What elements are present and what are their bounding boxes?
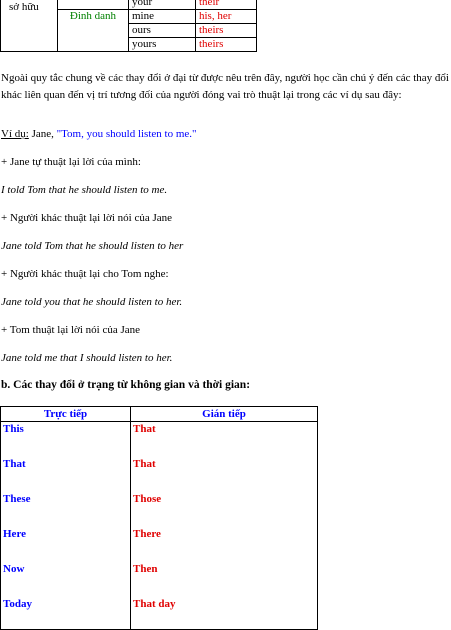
indirect-cell: his, her: [195, 9, 257, 24]
indirect-word: There: [133, 528, 161, 540]
indirect-column: That That Those There Then That day: [130, 421, 318, 630]
case-sentence: I told Tom that he should listen to me.: [1, 184, 168, 196]
example-speaker: Jane,: [28, 128, 57, 140]
case-title: + Tom thuật lại lời nói của Jane: [1, 324, 141, 336]
indirect-word: Those: [133, 493, 162, 505]
indirect-cell: their: [195, 0, 257, 10]
direct-cell: ours: [128, 23, 196, 38]
direct-word: Now: [3, 563, 25, 575]
indirect-word: That: [133, 423, 156, 435]
example-quote: "Tom, you should listen to me.": [56, 128, 197, 140]
indirect-word: That day: [133, 598, 176, 610]
pronoun-table: sở hữu your their Đinh danh mine his, he…: [0, 0, 257, 52]
group-label: Đinh danh: [57, 9, 129, 52]
indirect-cell: theirs: [195, 23, 257, 38]
case-sentence: Jane told me that I should listen to her…: [1, 352, 173, 364]
case-title: + Người khác thuật lại lời nói của Jane: [1, 212, 173, 224]
section-b-heading: b. Các thay đổi ở trạng từ không gian và…: [1, 379, 251, 391]
case-title: + Jane tự thuật lại lời của mình:: [1, 156, 141, 168]
direct-cell: your: [128, 0, 196, 10]
adverb-table: Trực tiếp Gián tiếp This That These Here…: [0, 406, 318, 630]
table-row: yours theirs: [1, 37, 257, 52]
table-row: sở hữu your their: [0, 0, 257, 52]
direct-cell: yours: [128, 37, 196, 52]
direct-word: Today: [3, 598, 32, 610]
direct-column: This That These Here Now Today: [0, 421, 131, 630]
case-sentence: Jane told Tom that he should listen to h…: [1, 240, 184, 252]
indirect-cell: theirs: [195, 37, 257, 52]
table-row: This That These Here Now Today That That…: [0, 421, 318, 630]
direct-word: That: [3, 458, 26, 470]
table-row: ours theirs: [1, 23, 257, 38]
direct-word: Here: [3, 528, 27, 540]
direct-word: This: [3, 423, 24, 435]
case-title: + Người khác thuật lại cho Tom nghe:: [1, 268, 169, 280]
case-sentence: Jane told you that he should listen to h…: [1, 296, 183, 308]
intro-paragraph: Ngoài quy tắc chung về các thay đổi ở đạ…: [1, 72, 449, 101]
direct-cell: mine: [128, 9, 196, 24]
indirect-word: Then: [133, 563, 158, 575]
row-label: sở hữu: [0, 0, 58, 52]
table-row: Đinh danh mine his, her: [1, 9, 257, 52]
example-line: Ví dụ: Jane, "Tom, you should listen to …: [1, 128, 197, 140]
header-indirect: Gián tiếp: [130, 406, 318, 422]
indirect-word: That: [133, 458, 156, 470]
header-direct: Trực tiếp: [0, 406, 131, 422]
direct-word: These: [3, 493, 31, 505]
table-header-row: Trực tiếp Gián tiếp: [0, 406, 318, 422]
example-label: Ví dụ:: [1, 128, 29, 140]
blank-cell: [57, 0, 129, 10]
